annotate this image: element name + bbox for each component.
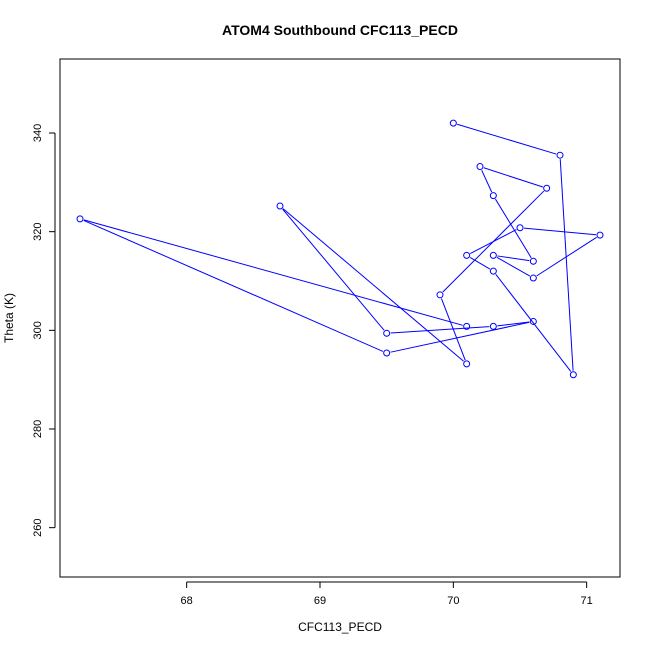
data-point	[383, 329, 391, 337]
data-point	[529, 317, 537, 325]
series-segment	[495, 273, 572, 372]
x-axis-label: CFC113_PECD	[298, 620, 382, 634]
data-point	[489, 192, 497, 200]
chart-title: ATOM4 Southbound CFC113_PECD	[222, 22, 458, 38]
y-axis-label: Theta (K)	[2, 293, 16, 343]
series-segment	[282, 208, 385, 331]
data-point	[76, 215, 84, 223]
series-segment	[494, 198, 532, 259]
series-segment	[457, 123, 557, 155]
series-segment	[442, 190, 545, 293]
data-point	[543, 184, 551, 192]
data-point	[476, 163, 484, 171]
data-point	[556, 151, 564, 159]
series-segment	[469, 256, 491, 270]
data-point	[529, 257, 537, 265]
x-tick-label: 68	[181, 595, 193, 607]
series-segment	[496, 256, 531, 277]
data-point	[449, 119, 457, 127]
series-segment	[559, 159, 574, 371]
series-segment	[83, 219, 384, 352]
data-point	[529, 274, 537, 282]
x-tick-label: 71	[581, 595, 593, 607]
series-segment	[523, 227, 597, 236]
data-point	[383, 349, 391, 357]
y-tick-label: 280	[32, 420, 44, 438]
series-segment	[83, 219, 463, 326]
data-point	[276, 202, 284, 210]
series-segment	[390, 321, 530, 353]
y-tick-label: 260	[32, 518, 44, 536]
y-tick-label: 300	[32, 321, 44, 339]
data-point	[489, 267, 497, 275]
series-segment	[483, 167, 544, 188]
data-point	[489, 251, 497, 259]
data-point	[489, 322, 497, 330]
series-segment	[497, 321, 530, 327]
series-segment	[497, 255, 530, 262]
data-point	[516, 224, 524, 232]
x-axis: 68 69 70 71	[181, 581, 593, 607]
data-point	[463, 360, 471, 368]
y-tick-label: 320	[32, 222, 44, 240]
y-axis: 260 280 300 320 340	[32, 124, 56, 537]
data-point	[436, 291, 444, 299]
data-point	[596, 231, 604, 239]
series-layer	[76, 119, 604, 379]
data-point	[463, 322, 471, 330]
x-tick-label: 69	[314, 595, 326, 607]
data-point	[463, 251, 471, 259]
x-tick-label: 70	[447, 595, 459, 607]
y-tick-label: 340	[32, 124, 44, 142]
data-point	[569, 371, 577, 379]
plot-area-frame	[59, 58, 621, 578]
series-segment	[536, 236, 597, 277]
series-segment	[282, 208, 464, 362]
series-segment	[481, 169, 493, 193]
series-segment	[390, 326, 490, 334]
